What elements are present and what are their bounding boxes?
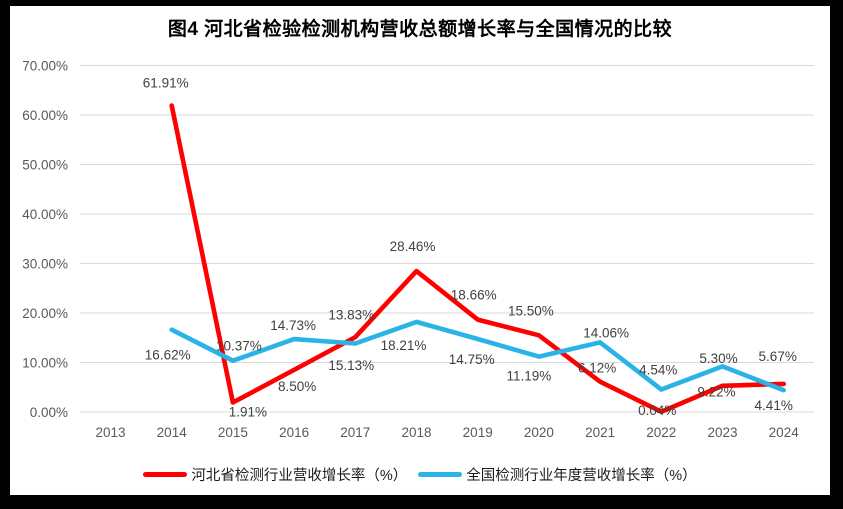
- x-axis-tick-label: 2016: [279, 425, 309, 440]
- legend-label-national: 全国检测行业年度营收增长率（%）: [466, 467, 697, 484]
- series-line-national: [169, 319, 786, 393]
- data-label: 61.91%: [143, 76, 189, 91]
- y-axis-tick-label: 60.00%: [22, 108, 68, 123]
- y-axis-tick-label: 30.00%: [22, 256, 68, 271]
- data-label: 10.37%: [216, 339, 262, 354]
- data-label: 13.83%: [328, 308, 374, 323]
- data-label: 5.67%: [759, 349, 797, 364]
- x-axis-tick-label: 2021: [585, 425, 615, 440]
- x-axis-tick-label: 2015: [218, 425, 248, 440]
- data-label: 8.50%: [278, 379, 316, 394]
- data-label: 28.46%: [390, 239, 436, 254]
- y-axis-tick-label: 50.00%: [22, 157, 68, 172]
- data-label: 14.73%: [270, 318, 316, 333]
- legend-label-hebei: 河北省检测行业营收增长率（%）: [191, 467, 408, 484]
- data-label: 1.91%: [229, 405, 267, 420]
- x-axis-tick-label: 2018: [401, 425, 431, 440]
- x-axis-tick-label: 2014: [157, 425, 188, 440]
- data-label: 14.75%: [449, 352, 495, 367]
- line-chart: 0.00% 10.00% 20.00% 30.00% 40.00% 50.00% 60.00…: [22, 58, 814, 440]
- legend-item-national: 全国检测行业年度营收增长率（%）: [418, 464, 697, 485]
- x-axis-tick-label: 2022: [646, 425, 676, 440]
- y-axis-tick-label: 70.00%: [22, 58, 68, 73]
- data-label: 11.19%: [507, 369, 552, 384]
- x-axis-tick-label: 2024: [769, 425, 800, 440]
- data-label: 14.06%: [583, 325, 629, 340]
- chart-legend: 河北省检测行业营收增长率（%） 全国检测行业年度营收增长率（%）: [10, 463, 830, 485]
- y-axis-tick-label: 0.00%: [30, 405, 68, 420]
- data-label: 5.30%: [699, 351, 737, 366]
- data-label: 6.12%: [578, 361, 616, 376]
- chart-title: 图4 河北省检验检测机构营收总额增长率与全国情况的比较: [167, 19, 673, 40]
- x-axis-tick-label: 2019: [463, 425, 493, 440]
- data-label: 9.22%: [697, 384, 735, 399]
- figure-canvas: 图4 河北省检验检测机构营收总额增长率与全国情况的比较 0.00% 10.00% 2…: [10, 6, 830, 495]
- data-label: 15.50%: [508, 303, 554, 318]
- data-label: 0.04%: [638, 403, 676, 418]
- data-label: 15.13%: [328, 358, 374, 373]
- series-line-hebei: [169, 103, 786, 415]
- y-axis-tick-label: 40.00%: [22, 207, 68, 222]
- data-label: 18.66%: [451, 288, 497, 303]
- y-axis-tick-label: 10.00%: [22, 355, 68, 370]
- x-axis-tick-label: 2023: [707, 425, 737, 440]
- data-label: 4.54%: [639, 363, 677, 378]
- data-label: 18.21%: [381, 338, 427, 353]
- data-label: 4.41%: [755, 398, 793, 413]
- y-axis-tick-label: 20.00%: [22, 306, 68, 321]
- legend-swatch-national-icon: [418, 471, 463, 477]
- legend-swatch-hebei-icon: [143, 471, 188, 477]
- x-axis-tick-label: 2013: [95, 425, 125, 440]
- legend-item-hebei: 河北省检测行业营收增长率（%）: [143, 464, 407, 485]
- x-axis-tick-label: 2020: [524, 425, 554, 440]
- data-label: 16.62%: [145, 348, 191, 363]
- x-axis-tick-label: 2017: [340, 425, 370, 440]
